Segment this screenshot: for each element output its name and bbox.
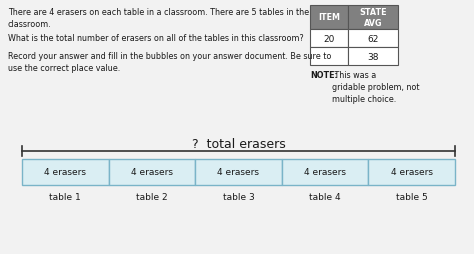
Text: STATE
AVG: STATE AVG bbox=[359, 8, 387, 28]
Text: 4 erasers: 4 erasers bbox=[131, 168, 173, 177]
Text: This was a
gridable problem, not
multiple choice.: This was a gridable problem, not multipl… bbox=[332, 71, 419, 103]
Text: 20: 20 bbox=[323, 34, 335, 43]
Bar bbox=[348, 48, 398, 66]
Text: 62: 62 bbox=[367, 34, 379, 43]
Bar bbox=[282, 159, 368, 185]
Bar bbox=[310, 30, 348, 48]
Text: table 5: table 5 bbox=[396, 192, 428, 201]
Bar bbox=[195, 159, 282, 185]
Text: table 1: table 1 bbox=[49, 192, 81, 201]
Text: Record your answer and fill in the bubbles on your answer document. Be sure to
u: Record your answer and fill in the bubbl… bbox=[8, 52, 331, 72]
Text: ?  total erasers: ? total erasers bbox=[191, 137, 285, 150]
Text: 4 erasers: 4 erasers bbox=[304, 168, 346, 177]
Text: NOTE:: NOTE: bbox=[310, 71, 338, 80]
Text: 4 erasers: 4 erasers bbox=[44, 168, 86, 177]
Bar bbox=[310, 6, 348, 30]
Bar bbox=[348, 30, 398, 48]
Text: 4 erasers: 4 erasers bbox=[391, 168, 433, 177]
Bar bbox=[109, 159, 195, 185]
Text: There are 4 erasers on each table in a classroom. There are 5 tables in the
clas: There are 4 erasers on each table in a c… bbox=[8, 8, 309, 29]
Text: ITEM: ITEM bbox=[318, 13, 340, 22]
Text: table 4: table 4 bbox=[310, 192, 341, 201]
Text: 38: 38 bbox=[367, 52, 379, 61]
Text: 4 erasers: 4 erasers bbox=[218, 168, 259, 177]
Bar bbox=[310, 48, 348, 66]
Bar bbox=[22, 159, 109, 185]
Text: What is the total number of erasers on all of the tables in this classroom?: What is the total number of erasers on a… bbox=[8, 34, 304, 43]
Text: table 3: table 3 bbox=[223, 192, 255, 201]
Text: table 2: table 2 bbox=[136, 192, 168, 201]
Bar bbox=[368, 159, 455, 185]
Bar bbox=[348, 6, 398, 30]
